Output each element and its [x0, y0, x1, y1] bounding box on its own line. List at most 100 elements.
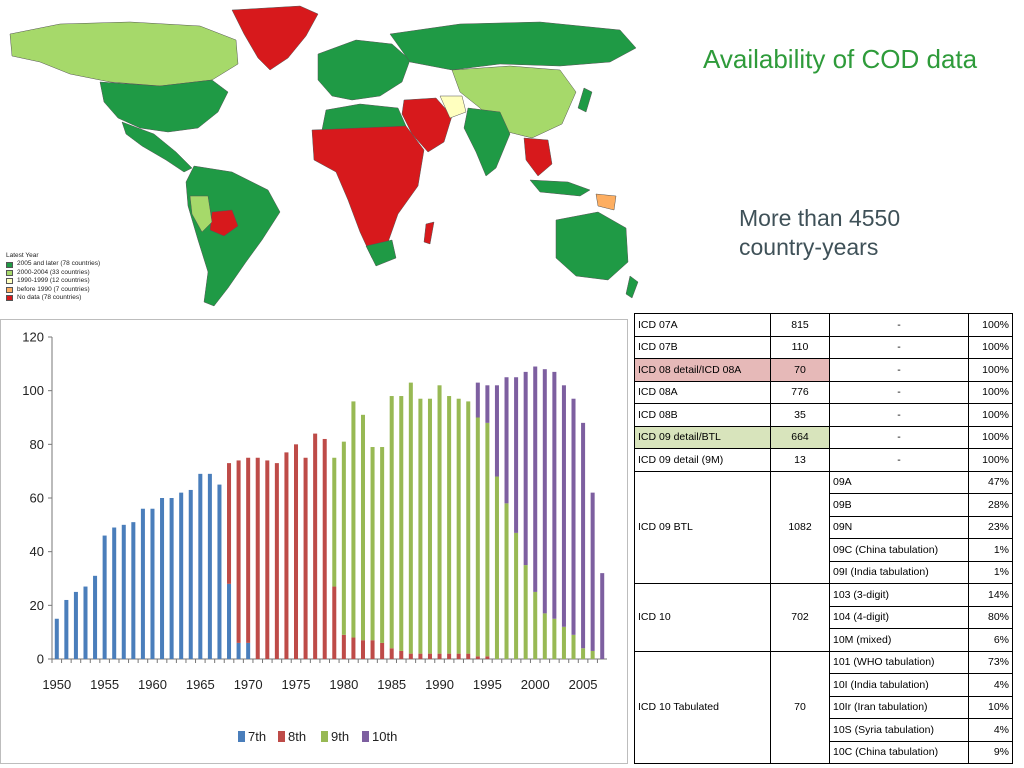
x-tick-label: 1965	[186, 677, 215, 692]
bar-9th-1985	[389, 396, 394, 649]
bar-10th-2007	[600, 573, 605, 659]
table-row: 10C (China tabulation) 9%	[635, 740, 1013, 764]
bar-8th-1980	[341, 634, 346, 659]
icd-revision-cell: ICD 10	[634, 583, 771, 652]
sub-revision-cell: 101 (WHO tabulation)	[829, 650, 969, 674]
table-row: ICD 10 Tabulated 70 101 (WHO tabulation) 73…	[634, 650, 1013, 764]
sub-revision-cell: 10C (China tabulation)	[829, 740, 969, 764]
bar-9th-2006	[590, 650, 595, 659]
country-year-count-cell: 35	[770, 403, 830, 427]
percent-cell: 47%	[968, 470, 1013, 494]
map-region-usa	[99, 79, 229, 133]
bar-7th-1966	[207, 473, 212, 659]
bar-8th-1993	[466, 653, 471, 659]
sub-revision-cell: -	[829, 448, 969, 472]
icd-revision-cell: ICD 09 BTL	[634, 470, 771, 584]
bar-8th-1985	[389, 648, 394, 659]
table-row: ICD 09 BTL 1082 09A 47%	[634, 470, 1013, 584]
icd-revision-cell: ICD 09 detail/BTL	[634, 425, 771, 449]
map-region-southeast-asia	[523, 137, 553, 177]
bar-9th-2002	[552, 618, 557, 659]
x-tick-label: 1980	[329, 677, 358, 692]
y-tick-label: 40	[30, 544, 44, 559]
legend-swatch	[278, 731, 285, 742]
bar-10th-2001	[542, 369, 547, 614]
percent-cell: 100%	[968, 448, 1013, 472]
x-tick-label: 1960	[138, 677, 167, 692]
percent-cell: 100%	[968, 358, 1013, 382]
country-year-count-cell: 13	[770, 448, 830, 472]
x-tick-label: 2000	[521, 677, 550, 692]
bar-8th-1972	[265, 460, 270, 659]
bar-9th-1981	[351, 401, 356, 638]
bar-8th-1971	[255, 457, 260, 659]
bar-8th-1986	[399, 650, 404, 659]
sub-revision-cell: 09N	[829, 515, 969, 539]
legend-item: 2005 and later (78 countries)	[6, 260, 100, 268]
percent-cell: 14%	[968, 583, 1013, 607]
bar-9th-1987	[408, 382, 413, 654]
percent-cell: 100%	[968, 403, 1013, 427]
bar-7th-1950	[54, 618, 59, 659]
bar-10th-2004	[571, 398, 576, 635]
legend-swatch	[321, 731, 328, 742]
table-row: ICD 09 detail (9M) 13-100%	[634, 448, 1013, 472]
map-region-china	[451, 65, 577, 139]
sub-revision-cell: -	[829, 358, 969, 382]
percent-cell: 80%	[968, 605, 1013, 629]
percent-cell: 1%	[968, 560, 1013, 584]
chart-frame: 0 20 40 60 80 100 120 1950 1955 1960 1965 1970 1975 1…	[0, 319, 628, 764]
bar-8th-1981	[351, 637, 356, 659]
table-row: 10Ir (Iran tabulation) 10%	[635, 695, 1013, 719]
bar-7th-1959	[140, 508, 145, 659]
map-region-bolivia	[209, 209, 239, 237]
sub-revision-cell: 104 (4-digit)	[829, 605, 969, 629]
y-tick-label: 80	[30, 437, 44, 452]
table-row: ICD 08B 35-100%	[634, 403, 1013, 427]
legend-swatch	[6, 261, 13, 268]
icd-revision-table: ICD 07A 815-100% ICD 07B 110-100% ICD 08 det…	[634, 313, 1013, 764]
country-year-count-cell: 702	[770, 583, 830, 652]
map-region-new-zealand	[625, 275, 639, 299]
bar-8th-1979	[332, 586, 337, 659]
table-row: ICD 09 detail/BTL 664-100%	[634, 425, 1013, 449]
sub-revision-cell: 09A	[829, 470, 969, 494]
map-region-europe	[317, 39, 411, 101]
bar-7th-1970	[246, 642, 251, 659]
sub-revision-cell: -	[829, 313, 969, 337]
legend-item: No data (78 countries)	[6, 294, 100, 302]
bar-7th-1951	[64, 599, 69, 659]
sub-revision-cell: 10S (Syria tabulation)	[829, 718, 969, 742]
percent-cell: 4%	[968, 673, 1013, 697]
bar-7th-1961	[160, 498, 165, 659]
bar-9th-2003	[561, 626, 566, 659]
percent-cell: 4%	[968, 718, 1013, 742]
sub-revision-cell: -	[829, 425, 969, 449]
legend-label: 2000-2004 (33 countries)	[17, 268, 90, 276]
icd-revision-cell: ICD 07A	[634, 313, 771, 337]
table-row: ICD 08A 776-100%	[634, 380, 1013, 404]
legend-label: No data (78 countries)	[17, 294, 82, 302]
y-tick-label: 20	[30, 598, 44, 613]
legend-swatch	[238, 731, 245, 742]
x-tick-label: 1970	[234, 677, 263, 692]
bar-9th-1983	[370, 447, 375, 641]
bar-9th-1980	[341, 441, 346, 635]
percent-cell: 100%	[968, 335, 1013, 359]
percent-cell: 73%	[968, 650, 1013, 674]
bar-7th-1964	[188, 489, 193, 659]
map-region-south-africa	[365, 239, 397, 267]
map-legend: Latest Year 2005 and later (78 countries…	[6, 252, 100, 302]
legend-swatch	[6, 270, 13, 277]
bar-10th-2002	[552, 371, 557, 619]
bar-10th-2003	[561, 385, 566, 627]
bar-10th-1994	[475, 382, 480, 418]
sub-revision-cell: 10M (mixed)	[829, 628, 969, 652]
map-region-central-america	[121, 121, 193, 173]
bar-10th-2000	[533, 366, 538, 592]
bar-9th-2004	[571, 634, 576, 659]
legend-label: before 1990 (7 countries)	[17, 285, 90, 293]
percent-cell: 10%	[968, 695, 1013, 719]
country-year-count-cell: 1082	[770, 470, 830, 584]
bar-9th-1990	[437, 385, 442, 654]
